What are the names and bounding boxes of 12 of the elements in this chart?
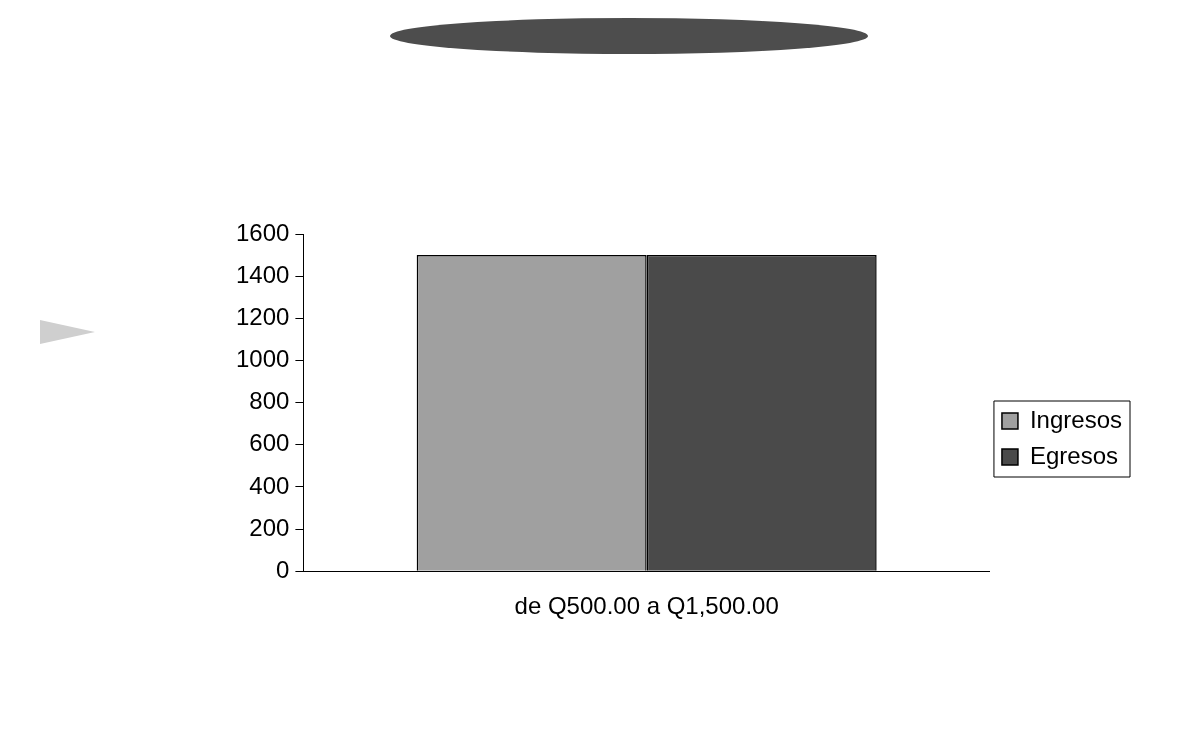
y-tick-label: 200 <box>249 513 290 541</box>
y-tick-label: 1200 <box>236 302 290 330</box>
y-tick-label: 800 <box>249 387 290 415</box>
y-tick-label: 600 <box>249 429 290 457</box>
y-tick-label: 1000 <box>236 345 290 373</box>
legend-label: Ingresos <box>1029 405 1123 433</box>
y-tick-label: 400 <box>249 471 290 499</box>
y-tick-label: 0 <box>276 555 290 583</box>
y-tick-label: 1400 <box>236 260 290 288</box>
x-tick-label: de Q500.00 a Q1,500.00 <box>514 592 779 620</box>
y-tick-label: 1600 <box>236 218 290 246</box>
legend-label: Egresos <box>1029 441 1118 469</box>
